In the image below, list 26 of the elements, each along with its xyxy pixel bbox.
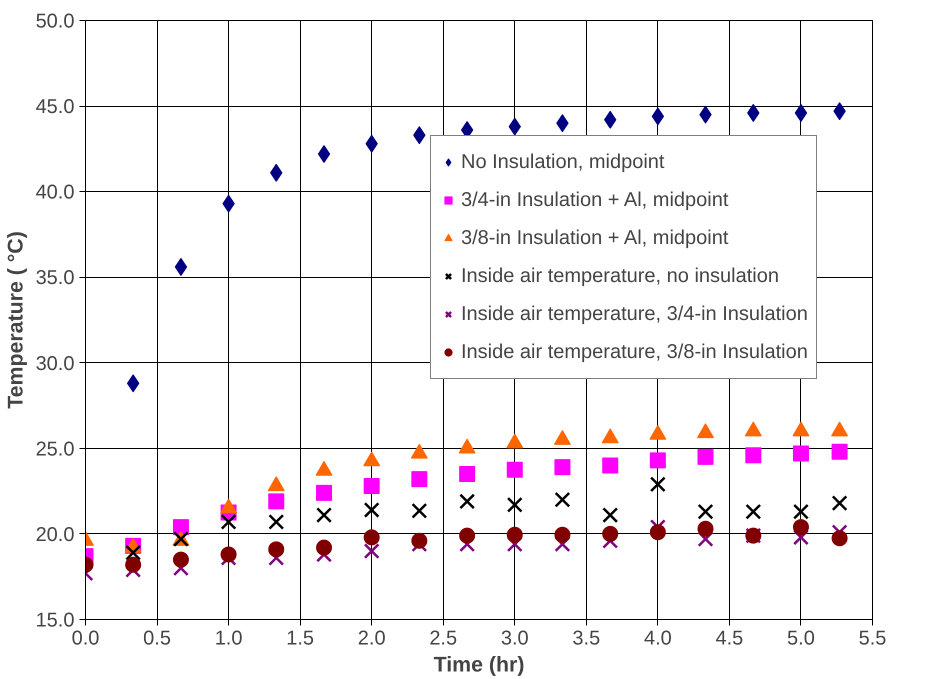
y-tick-label: 30.0 bbox=[36, 352, 75, 375]
y-tick-label: 45.0 bbox=[36, 96, 75, 118]
x-tick-label: 2.0 bbox=[358, 628, 386, 650]
legend-label: Inside air temperature, no insulation bbox=[461, 264, 779, 288]
legend-label: 3/4-in Insulation + Al, midpoint bbox=[461, 188, 728, 212]
x-tick-label: 4.0 bbox=[644, 628, 672, 650]
y-tick-label: 35.0 bbox=[36, 267, 75, 290]
y-tick-label: 40.0 bbox=[36, 182, 75, 204]
x-tick-label: 1.5 bbox=[286, 628, 314, 650]
y-tick-label: 50.0 bbox=[36, 10, 75, 32]
x-tick-label: 5.5 bbox=[858, 628, 886, 650]
y-tick-label: 25.0 bbox=[36, 438, 75, 460]
y-tick-label: 20.0 bbox=[36, 524, 75, 546]
legend-label: No Insulation, midpoint bbox=[461, 150, 664, 174]
x-tick-label: 0.5 bbox=[143, 628, 171, 650]
y-axis-title: Temperature ( °C) bbox=[4, 231, 28, 409]
x-tick-label: 4.5 bbox=[716, 628, 744, 650]
x-tick-label: 3.5 bbox=[572, 628, 600, 650]
legend-label: 3/8-in Insulation + Al, midpoint bbox=[461, 226, 728, 250]
x-tick-label: 2.5 bbox=[429, 628, 458, 650]
x-tick-label: 5.0 bbox=[787, 628, 815, 650]
x-axis-title: Time (hr) bbox=[434, 652, 524, 676]
legend-label: Inside air temperature, 3/4-in Insulation bbox=[461, 302, 808, 326]
x-tick-label: 1.0 bbox=[214, 628, 242, 650]
x-tick-label: 3.0 bbox=[500, 628, 529, 650]
legend-label: Inside air temperature, 3/8-in Insulation bbox=[461, 340, 808, 364]
